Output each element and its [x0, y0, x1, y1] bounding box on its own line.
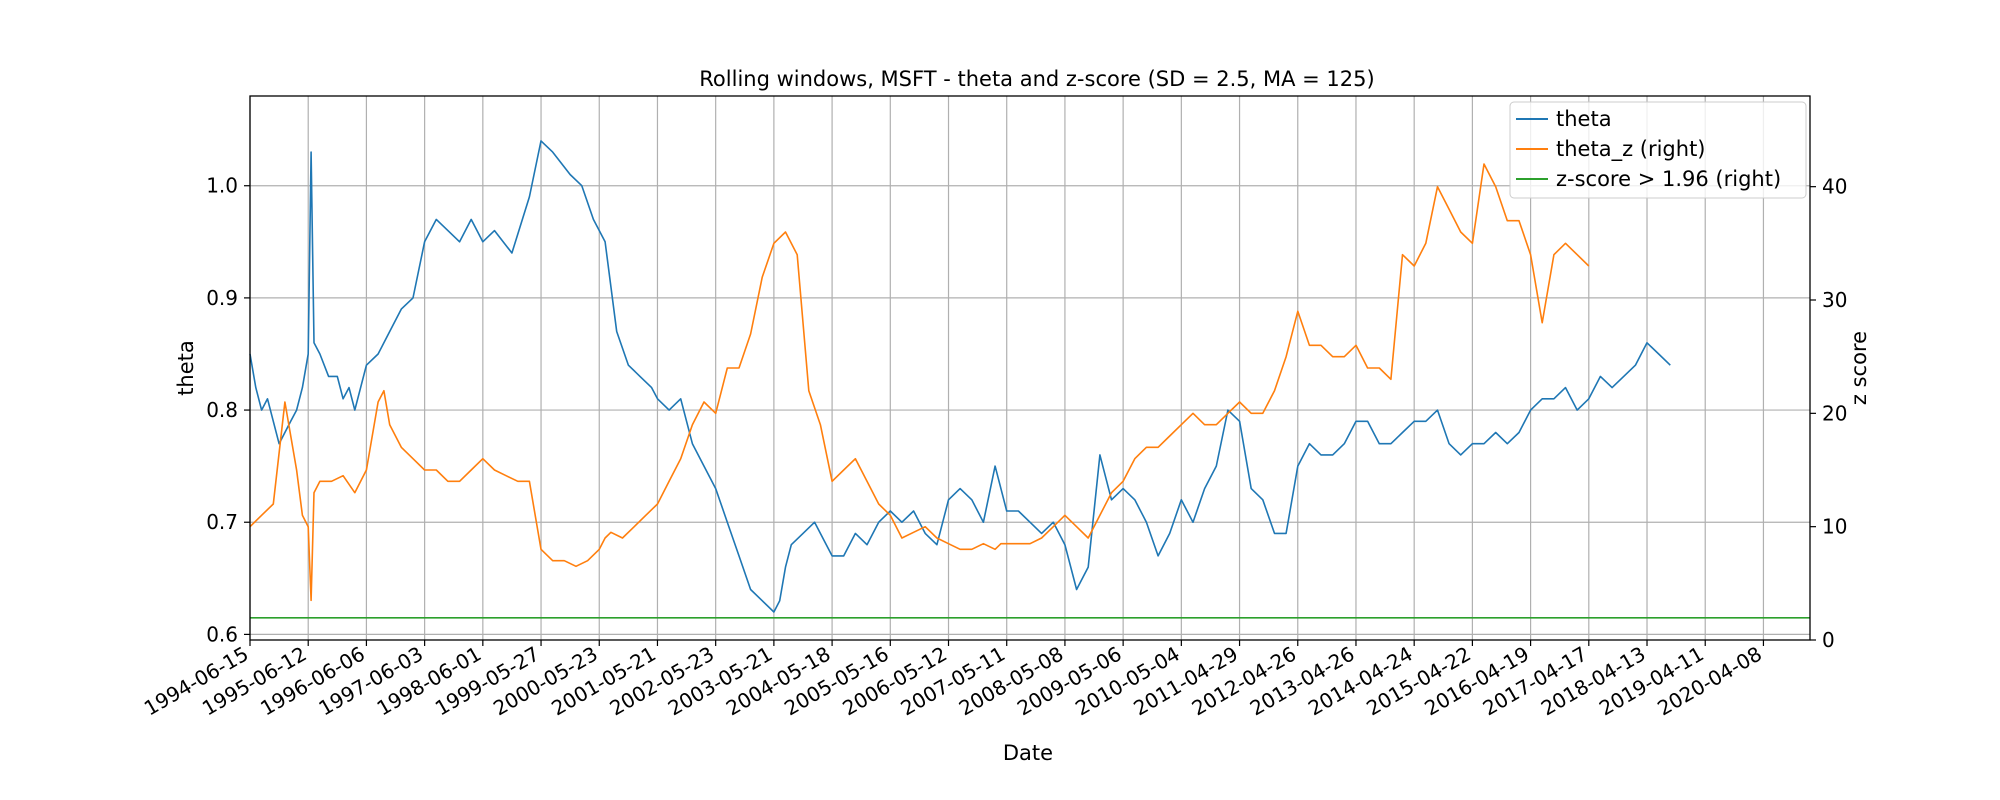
y-tick-label-right: 20 [1822, 401, 1847, 425]
x-axis-label: Date [1003, 741, 1053, 765]
y-axis-label-left: theta [174, 340, 198, 396]
legend-label-theta: theta [1556, 107, 1612, 131]
series-theta-z-line [249, 163, 1590, 602]
series-layer [249, 140, 1810, 619]
chart-title: Rolling windows, MSFT - theta and z-scor… [699, 67, 1374, 91]
legend-label-theta-z: theta_z (right) [1556, 137, 1706, 162]
y-tick-label-right: 30 [1822, 288, 1847, 312]
legend-box [1509, 101, 1807, 199]
y-tick-label-right: 0 [1822, 628, 1835, 652]
y-axis-label-right: z score [1847, 331, 1871, 405]
y-tick-label-left: 0.8 [206, 398, 238, 422]
series-theta-line [249, 140, 1671, 613]
legend-label-threshold: z-score > 1.96 (right) [1556, 167, 1781, 191]
y-tick-label-left: 0.6 [206, 622, 238, 646]
plot-frame [249, 95, 1811, 641]
y-tick-label-left: 0.9 [206, 286, 238, 310]
y-tick-label-left: 0.7 [206, 510, 238, 534]
legend: theta theta_z (right) z-score > 1.96 (ri… [1509, 101, 1807, 199]
grid-lines [249, 96, 1810, 640]
y-tick-label-right: 40 [1822, 175, 1847, 199]
y-tick-label-left: 1.0 [206, 174, 238, 198]
y-tick-label-right: 10 [1822, 515, 1847, 539]
